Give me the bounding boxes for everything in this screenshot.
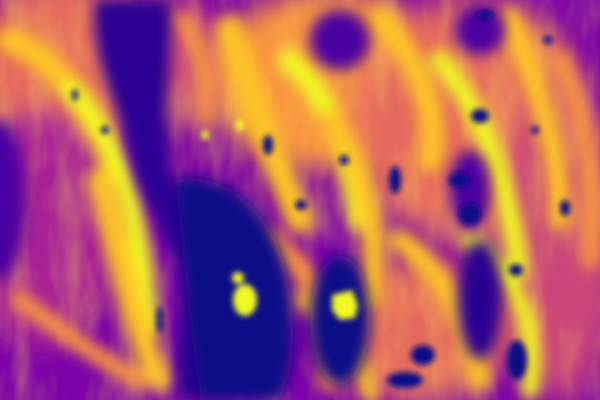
hot-spots	[201, 119, 358, 320]
cold-regions	[0, 0, 505, 400]
dark-specks	[72, 10, 570, 388]
